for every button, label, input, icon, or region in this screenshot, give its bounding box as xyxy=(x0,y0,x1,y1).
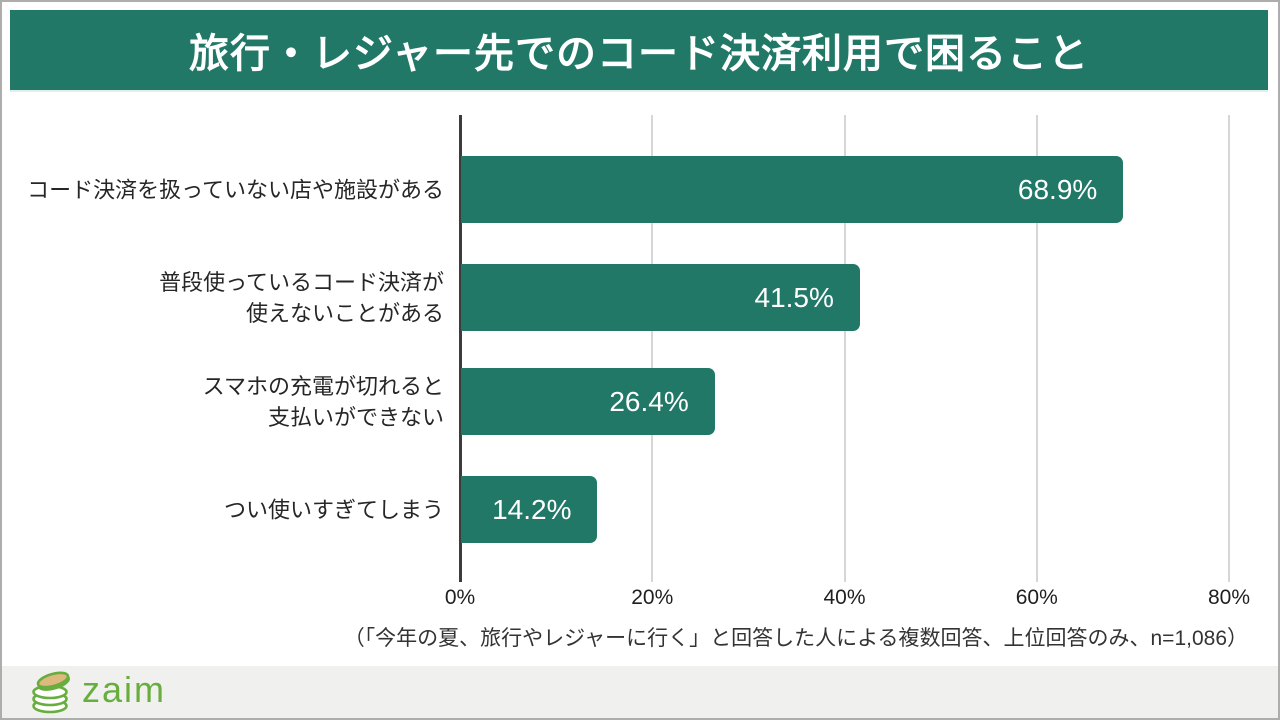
tick-label-20: 20% xyxy=(631,586,674,609)
gridline-60 xyxy=(1035,115,1038,582)
plot-area: 68.9% 41.5% 26.4% 14.2% xyxy=(459,115,1230,582)
y-axis-line xyxy=(459,115,462,582)
title-banner: 旅行・レジャー先でのコード決済利用で困ること xyxy=(10,10,1268,90)
bar-row-0: 68.9% xyxy=(461,156,1124,223)
page-title: 旅行・レジャー先でのコード決済利用で困ること xyxy=(189,32,1089,76)
gridline-40 xyxy=(843,115,846,582)
category-label-2: スマホの充電が切れると 支払いができない xyxy=(202,373,444,430)
category-label-3: つい使いすぎてしまう xyxy=(223,497,444,522)
survey-footnote: （「今年の夏、旅行やレジャーに行く」と回答した人による複数回答、上位回答のみ、n… xyxy=(343,627,1248,650)
logo-text: zaim xyxy=(82,669,167,710)
bar-value-label: 26.4% xyxy=(609,385,689,417)
zaim-logo: zaim xyxy=(30,669,166,715)
coin-stack-icon xyxy=(32,671,70,714)
tick-label-80: 80% xyxy=(1207,586,1251,609)
x-axis-tick-labels: 0% 20% 40% 60% 80% xyxy=(445,586,1250,616)
tick-label-40: 40% xyxy=(823,586,866,609)
footer-bar: zaim xyxy=(2,666,1278,718)
bar-value-label: 14.2% xyxy=(492,493,572,525)
bar-row-3: 14.2% xyxy=(461,476,598,543)
bar-value-label: 41.5% xyxy=(754,281,834,313)
category-label-1: 普段使っているコード決済が 使えないことがある xyxy=(159,269,444,326)
tick-label-0: 0% xyxy=(444,586,476,609)
gridline-80 xyxy=(1228,115,1230,582)
tick-label-60: 60% xyxy=(1015,586,1058,609)
category-label-0: コード決済を扱っていない店や施設がある xyxy=(27,177,444,202)
bar-row-1: 41.5% xyxy=(461,264,860,331)
gridline-20 xyxy=(651,115,654,582)
bar-value-label: 68.9% xyxy=(1017,173,1098,205)
bar-row-2: 26.4% xyxy=(461,368,715,435)
category-labels: コード決済を扱っていない店や施設がある普段使っているコード決済が 使えないことがあ… xyxy=(2,115,448,572)
